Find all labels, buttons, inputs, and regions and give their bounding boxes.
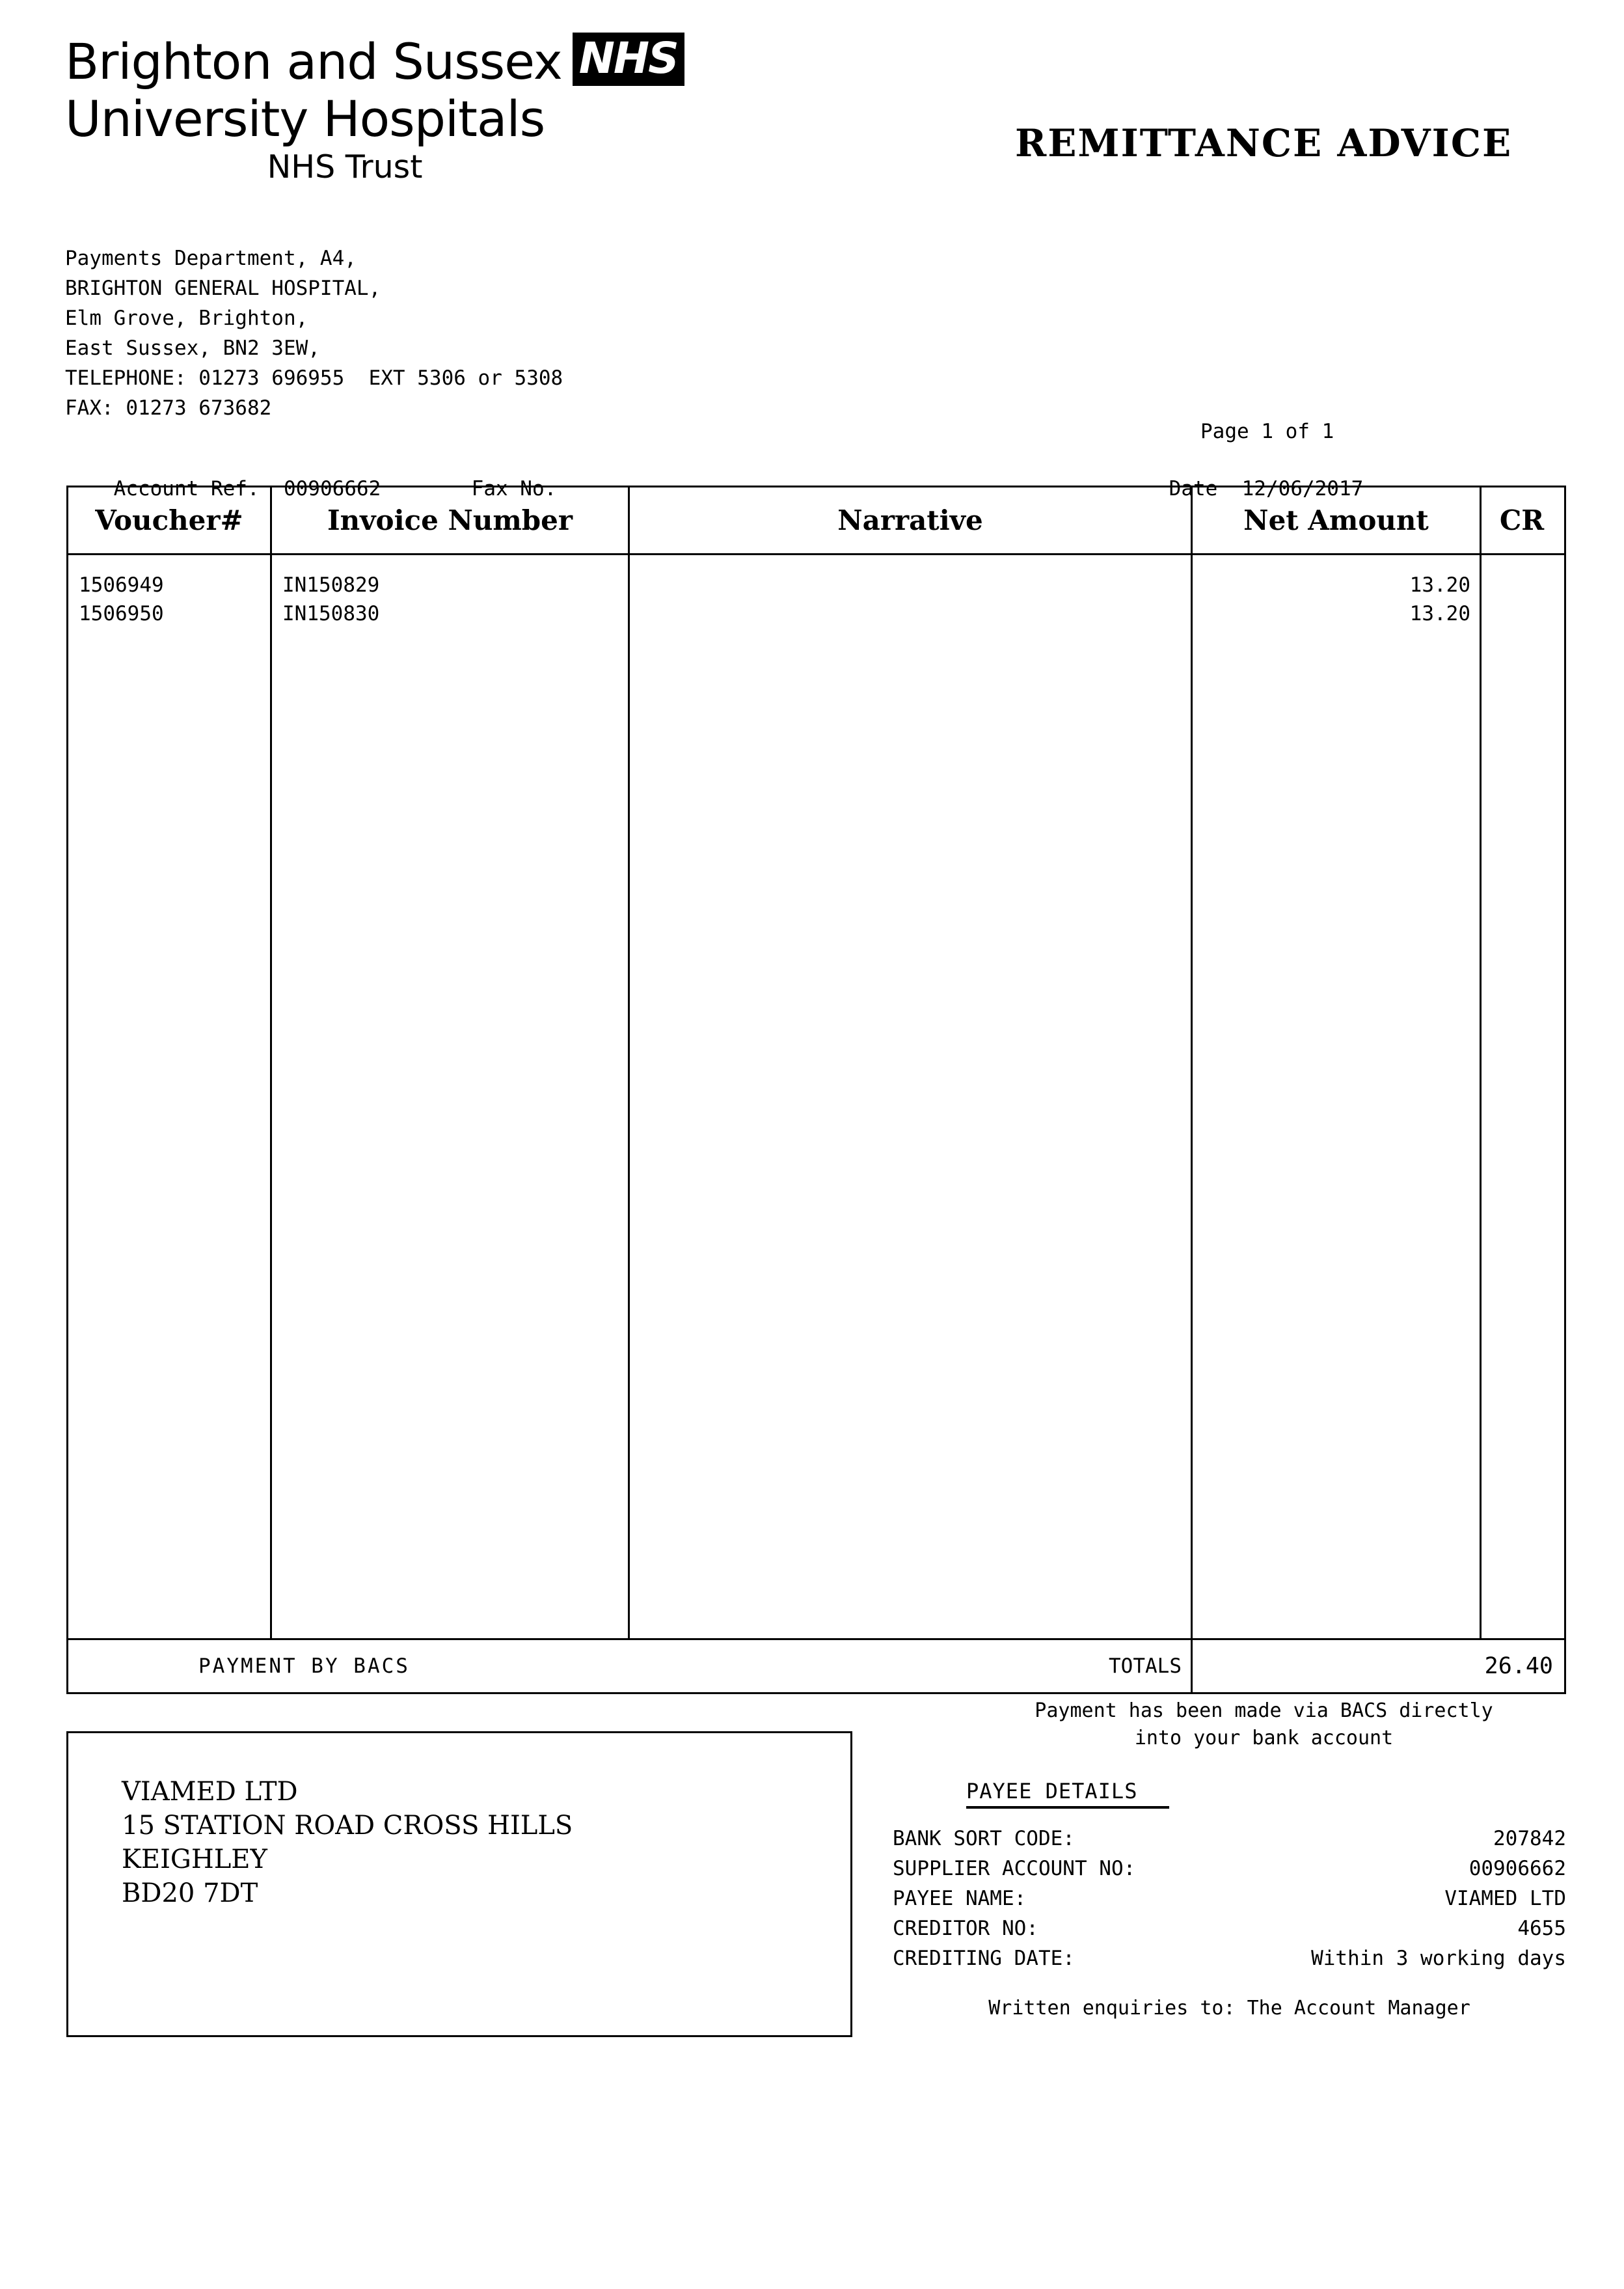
remittance-table: Voucher# Invoice Number Narrative Net Am… <box>66 486 1566 1694</box>
table-header-row: Voucher# Invoice Number Narrative Net Am… <box>66 486 1566 555</box>
narrative-column <box>628 555 1191 1638</box>
account-ref-value: 00906662 <box>283 477 381 500</box>
payee-detail-row: CREDITING DATE: Within 3 working days <box>893 1943 1566 1973</box>
payee-detail-label: SUPPLIER ACCOUNT NO: <box>893 1857 1136 1880</box>
voucher-column: 1506949 1506950 <box>68 555 270 1638</box>
totals-label: TOTALS <box>1109 1654 1182 1678</box>
voucher-values: 1506949 1506950 <box>79 573 164 625</box>
bacs-payment-note: Payment has been made via BACS directly … <box>1035 1699 1493 1749</box>
payee-detail-row: PAYEE NAME: VIAMED LTD <box>893 1884 1566 1913</box>
fax-no: Fax No. <box>423 452 581 526</box>
payment-method-label: PAYMENT BY BACS <box>198 1654 410 1678</box>
table-body: 1506949 1506950 IN150829 IN150830 13.20 … <box>66 555 1566 1640</box>
payee-detail-value: 4655 <box>1517 1917 1566 1940</box>
cr-column <box>1480 555 1562 1638</box>
logo-trust-name-line2: University Hospitals <box>65 90 545 148</box>
logo-line-1: Brighton and Sussex NHS <box>65 33 833 90</box>
account-ref: Account Ref. 00906662 <box>65 452 381 526</box>
payee-detail-value: VIAMED LTD <box>1444 1887 1566 1910</box>
column-header-voucher: Voucher# <box>95 504 243 536</box>
payee-detail-value: 00906662 <box>1468 1857 1566 1880</box>
column-header-narrative: Narrative <box>628 487 1191 553</box>
payee-details-list: BANK SORT CODE: 207842 SUPPLIER ACCOUNT … <box>893 1824 1566 1973</box>
payee-address-text: VIAMED LTD 15 STATION ROAD CROSS HILLS K… <box>122 1777 573 1908</box>
invoice-number-column: IN150829 IN150830 <box>270 555 628 1638</box>
payee-detail-label: PAYEE NAME: <box>893 1887 1027 1910</box>
payee-detail-row: CREDITOR NO: 4655 <box>893 1913 1566 1943</box>
logo-trust-name-line1: Brighton and Sussex <box>65 33 563 90</box>
payee-detail-label: CREDITING DATE: <box>893 1947 1075 1970</box>
table-totals-row: PAYMENT BY BACS TOTALS 26.40 <box>66 1640 1566 1694</box>
logo-trust-suffix: NHS Trust <box>267 148 423 185</box>
payee-address-box: VIAMED LTD 15 STATION ROAD CROSS HILLS K… <box>66 1731 852 2037</box>
fax-no-label: Fax No. <box>471 477 557 500</box>
payee-detail-value: 207842 <box>1493 1827 1566 1850</box>
payee-detail-label: CREDITOR NO: <box>893 1917 1038 1940</box>
page-indicator: Page 1 of 1 <box>1200 420 1334 443</box>
nhs-logo-badge: NHS <box>572 33 684 86</box>
payee-details-heading: PAYEE DETAILS <box>966 1779 1170 1809</box>
net-amount-column: 13.20 13.20 <box>1191 555 1480 1638</box>
payee-detail-row: SUPPLIER ACCOUNT NO: 00906662 <box>893 1854 1566 1884</box>
date-field: Date 12/06/2017 <box>1120 452 1364 526</box>
date-label: Date <box>1169 477 1218 500</box>
payee-detail-row: BANK SORT CODE: 207842 <box>893 1824 1566 1854</box>
column-header-net-amount: Net Amount <box>1191 487 1480 553</box>
payee-detail-value: Within 3 working days <box>1311 1947 1566 1970</box>
column-header-invoice-number: Invoice Number <box>270 487 628 553</box>
nhs-trust-logo: Brighton and Sussex NHS University Hospi… <box>65 33 833 186</box>
column-header-cr: CR <box>1480 487 1562 553</box>
net-amount-values: 13.20 13.20 <box>1409 573 1470 625</box>
payee-detail-label: BANK SORT CODE: <box>893 1827 1075 1850</box>
date-value: 12/06/2017 <box>1241 477 1364 500</box>
written-enquiries-note: Written enquiries to: The Account Manage… <box>988 1997 1470 2020</box>
invoice-values: IN150829 IN150830 <box>282 573 380 625</box>
document-title: REMITTANCE ADVICE <box>1015 121 1513 165</box>
totals-value: 26.40 <box>1191 1640 1562 1692</box>
sender-address-block: Payments Department, A4, BRIGHTON GENERA… <box>65 247 563 420</box>
account-ref-label: Account Ref. <box>113 477 260 500</box>
